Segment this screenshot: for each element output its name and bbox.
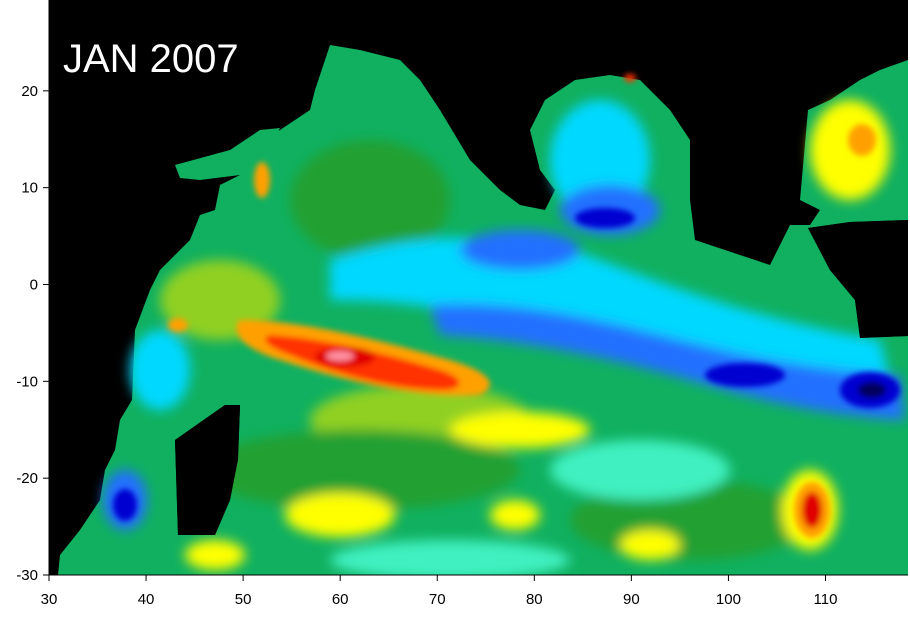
blob-blue-north bbox=[460, 230, 580, 270]
y-tick-label: 10 bbox=[21, 180, 38, 197]
x-tick-label: 110 bbox=[814, 591, 838, 608]
contour-field bbox=[58, 45, 908, 575]
blob-yellow-mid bbox=[490, 500, 540, 530]
land-indonesia-overlay bbox=[808, 220, 908, 338]
y-tick-label: 20 bbox=[21, 83, 38, 100]
blob-yellow-east bbox=[810, 100, 890, 200]
blob-orange-nw bbox=[254, 162, 270, 198]
blob-teal-far-south bbox=[330, 540, 570, 575]
map-title: JAN 2007 bbox=[63, 37, 239, 81]
anomaly-layers bbox=[103, 100, 905, 575]
x-tick-label: 100 bbox=[716, 591, 741, 608]
blob-cyan-west bbox=[130, 330, 190, 410]
y-tick-label: -20 bbox=[16, 470, 38, 487]
x-tick-label: 90 bbox=[623, 591, 640, 608]
x-ticks: 30 40 50 60 70 80 90 100 110 bbox=[41, 575, 838, 608]
y-tick-label: 0 bbox=[30, 277, 38, 294]
x-tick-label: 30 bbox=[41, 591, 58, 608]
blob-yellow-sml bbox=[620, 530, 680, 560]
blob-darkgreen-south bbox=[200, 430, 520, 510]
anomaly-core bbox=[113, 74, 900, 538]
blob-navy-bay bbox=[575, 208, 635, 228]
blob-red-n bbox=[624, 74, 636, 82]
y-tick-label: -30 bbox=[16, 567, 38, 584]
blob-red-se bbox=[802, 492, 822, 528]
y-ticks: 30 20 10 0 -10 -20 -30 bbox=[16, 0, 49, 584]
blob-orange-e bbox=[848, 124, 876, 156]
blob-navy-east bbox=[705, 363, 785, 387]
x-tick-label: 50 bbox=[235, 591, 252, 608]
x-tick-label: 70 bbox=[429, 591, 446, 608]
blob-teal-se bbox=[550, 440, 730, 500]
blob-darkgreen-north bbox=[290, 140, 450, 260]
blob-lightgreen-west bbox=[160, 260, 280, 340]
blob-yellow-south bbox=[285, 493, 395, 537]
y-tick-label: 30 bbox=[21, 0, 38, 3]
blob-yellow-center bbox=[450, 412, 590, 448]
x-tick-label: 60 bbox=[332, 591, 349, 608]
blob-pink-core bbox=[326, 351, 354, 361]
blob-navy-core bbox=[858, 382, 886, 398]
y-tick-label: -10 bbox=[16, 373, 38, 390]
land-madagascar-overlay bbox=[175, 405, 240, 535]
x-tick-label: 40 bbox=[138, 591, 155, 608]
x-tick-label: 80 bbox=[526, 591, 543, 608]
blob-yellow-sw bbox=[185, 540, 245, 570]
blob-orange-w bbox=[168, 318, 188, 332]
ocean-west-strip bbox=[175, 128, 280, 180]
band-blue bbox=[430, 304, 905, 420]
blob-navy-sw bbox=[113, 489, 137, 521]
